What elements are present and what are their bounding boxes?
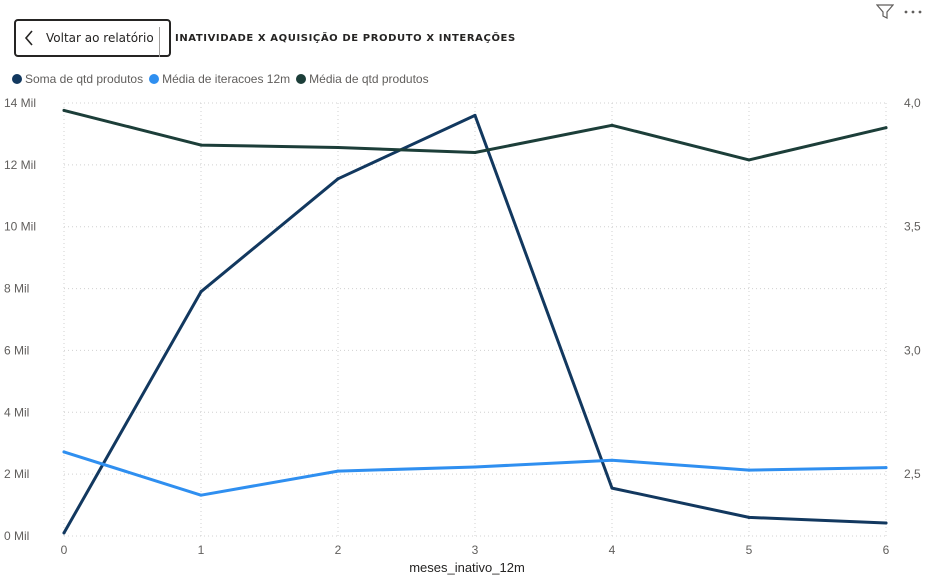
data-point — [62, 450, 66, 454]
x-tick-label: 1 — [198, 543, 205, 557]
data-point — [473, 113, 477, 117]
y-left-tick-label: 14 Mil — [4, 96, 36, 110]
header-divider — [159, 27, 160, 57]
legend-label: Média de qtd produtos — [309, 72, 429, 86]
data-point — [884, 126, 888, 130]
data-point — [199, 143, 203, 147]
data-point — [62, 108, 66, 112]
chevron-left-icon — [24, 30, 33, 46]
data-point — [336, 177, 340, 181]
data-point — [199, 493, 203, 497]
legend-item[interactable]: Média de iteracoes 12m — [149, 72, 290, 86]
y-left-tick-label: 6 Mil — [4, 343, 29, 357]
data-point — [747, 158, 751, 162]
y-right-tick-label: 3,5 — [904, 220, 921, 234]
data-point — [610, 123, 614, 127]
data-point — [473, 465, 477, 469]
y-right-tick-label: 3,0 — [904, 343, 921, 357]
x-tick-label: 0 — [61, 543, 68, 557]
data-point — [199, 290, 203, 294]
data-point — [747, 468, 751, 472]
x-axis-title: meses_inativo_12m — [409, 560, 525, 575]
y-left-tick-label: 4 Mil — [4, 405, 29, 419]
visual-title: INATIVIDADE X AQUISIÇÃO DE PRODUTO X INT… — [175, 33, 516, 44]
data-point — [747, 515, 751, 519]
legend-item[interactable]: Soma de qtd produtos — [12, 72, 143, 86]
back-button-label: Voltar ao relatório — [46, 31, 154, 45]
y-left-tick-label: 2 Mil — [4, 467, 29, 481]
legend-label: Média de iteracoes 12m — [162, 72, 291, 86]
series-line-1 — [62, 450, 888, 497]
x-tick-label: 4 — [609, 543, 616, 557]
y-left-tick-label: 12 Mil — [4, 158, 36, 172]
y-right-tick-label: 4,0 — [904, 96, 921, 110]
x-tick-label: 2 — [335, 543, 342, 557]
x-tick-label: 5 — [746, 543, 753, 557]
data-point — [884, 521, 888, 525]
filter-icon[interactable] — [875, 3, 895, 21]
data-point — [610, 458, 614, 462]
back-to-report-button[interactable]: Voltar ao relatório — [14, 19, 171, 57]
data-point — [336, 469, 340, 473]
chart-legend: Soma de qtd produtos Média de iteracoes … — [12, 72, 429, 86]
y-left-tick-label: 8 Mil — [4, 282, 29, 296]
legend-label: Soma de qtd produtos — [25, 72, 144, 86]
visual-header-icons — [875, 3, 923, 21]
data-point — [473, 150, 477, 154]
data-point — [62, 531, 66, 535]
y-right-tick-label: 2,5 — [904, 467, 921, 481]
legend-item[interactable]: Média de qtd produtos — [296, 72, 429, 86]
more-options-icon[interactable] — [903, 3, 923, 21]
data-point — [336, 146, 340, 150]
legend-marker — [296, 74, 307, 84]
x-tick-label: 6 — [883, 543, 890, 557]
legend-marker — [149, 74, 160, 84]
data-point — [884, 466, 888, 470]
legend-marker — [12, 74, 22, 84]
y-left-tick-label: 10 Mil — [4, 220, 36, 234]
y-left-tick-label: 0 Mil — [4, 529, 29, 543]
data-point — [610, 486, 614, 490]
x-tick-label: 3 — [472, 543, 479, 557]
